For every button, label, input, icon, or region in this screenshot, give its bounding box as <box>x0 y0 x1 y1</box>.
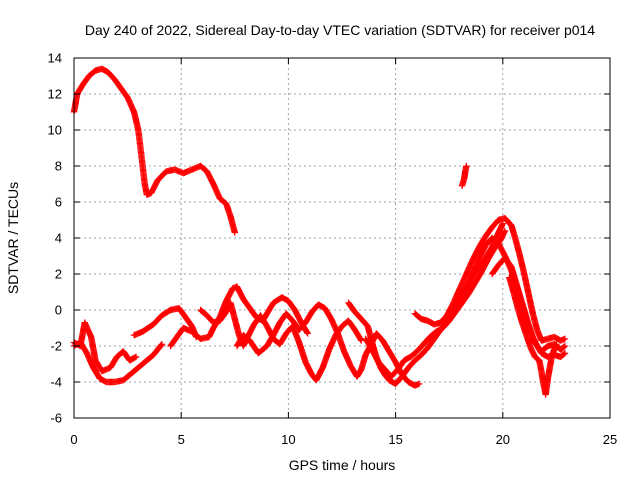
y-tick-label: 12 <box>48 87 62 102</box>
data-point-marker <box>553 341 560 348</box>
x-axis-ticks: 0 5 10 15 20 25 <box>70 58 617 447</box>
series-arc-3 <box>70 319 140 375</box>
x-tick-label: 10 <box>281 432 295 447</box>
data-point-marker <box>132 353 140 360</box>
x-tick-label: 20 <box>496 432 510 447</box>
y-tick-label: 4 <box>55 231 62 246</box>
series-arc-4 <box>130 305 200 341</box>
y-tick-label: 8 <box>55 159 62 174</box>
data-point-marker <box>231 229 238 236</box>
series-arc-7 <box>233 301 423 389</box>
data-point-marker <box>463 162 470 170</box>
y-tick-label: 0 <box>55 303 62 318</box>
data-point-marker <box>303 329 311 336</box>
x-tick-label: 0 <box>70 432 77 447</box>
y-tick-label: 10 <box>48 123 62 138</box>
data-point-marker <box>304 330 311 337</box>
series-arc-1 <box>70 65 238 236</box>
series-arc-13 <box>506 274 560 398</box>
x-axis-label: GPS time / hours <box>289 457 396 473</box>
chart-title: Day 240 of 2022, Sidereal Day-to-day VTE… <box>85 22 595 38</box>
data-point-marker <box>358 337 365 344</box>
y-tick-label: 6 <box>55 195 62 210</box>
data-point-marker <box>501 227 509 234</box>
y-tick-label: 14 <box>48 51 62 66</box>
x-tick-label: 15 <box>388 432 402 447</box>
series-arc-2 <box>70 339 166 386</box>
data-point-marker <box>561 335 569 342</box>
series-arc-14 <box>458 162 470 189</box>
data-point-marker <box>560 350 568 358</box>
y-tick-label: -6 <box>50 411 62 426</box>
grid-layer <box>74 58 610 418</box>
data-point-marker <box>560 343 568 350</box>
data-point-marker <box>415 380 423 387</box>
data-point-marker <box>158 341 165 349</box>
y-tick-label: -2 <box>50 339 62 354</box>
series-arc-10 <box>411 215 569 344</box>
points-layer <box>70 65 569 398</box>
series-arc-12 <box>488 254 569 355</box>
data-point-marker <box>158 341 166 348</box>
y-tick-label: -4 <box>50 375 62 390</box>
y-tick-label: 2 <box>55 267 62 282</box>
data-point-marker <box>561 350 569 357</box>
x-tick-label: 5 <box>178 432 185 447</box>
y-axis-label: SDTVAR / TECUs <box>5 182 21 294</box>
data-point-marker <box>561 342 569 350</box>
y-axis-ticks: -6 -4 -2 0 2 4 6 8 10 12 14 <box>48 51 610 426</box>
series-arc-5 <box>167 283 311 350</box>
x-tick-label: 25 <box>603 432 617 447</box>
data-point-marker <box>357 336 364 343</box>
